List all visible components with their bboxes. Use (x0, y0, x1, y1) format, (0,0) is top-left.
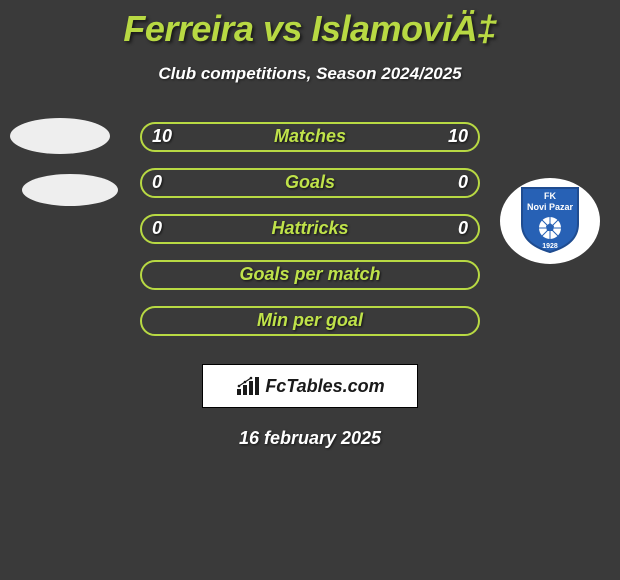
stat-rows: 10 Matches 10 0 Goals 0 0 Hattricks 0 Go… (0, 122, 620, 352)
stat-label: Hattricks (140, 218, 480, 239)
page-subtitle: Club competitions, Season 2024/2025 (0, 64, 620, 84)
stat-label: Min per goal (140, 310, 480, 331)
stat-row-goals-per-match: Goals per match (0, 260, 620, 306)
stat-row-min-per-goal: Min per goal (0, 306, 620, 352)
stat-label: Goals per match (140, 264, 480, 285)
stat-row-hattricks: 0 Hattricks 0 (0, 214, 620, 260)
attribution-text: FcTables.com (265, 376, 384, 397)
attribution-inner: FcTables.com (235, 375, 384, 397)
stat-right-value: 0 (458, 218, 468, 239)
footer-date: 16 february 2025 (0, 428, 620, 449)
stat-right-value: 0 (458, 172, 468, 193)
page-title: Ferreira vs IslamoviÄ‡ (0, 0, 620, 50)
stat-label: Matches (140, 126, 480, 147)
comparison-infographic: Ferreira vs IslamoviÄ‡ Club competitions… (0, 0, 620, 449)
attribution-box: FcTables.com (202, 364, 418, 408)
stat-row-goals: 0 Goals 0 (0, 168, 620, 214)
bar-chart-icon (235, 375, 261, 397)
stat-right-value: 10 (448, 126, 468, 147)
stat-label: Goals (140, 172, 480, 193)
stat-row-matches: 10 Matches 10 (0, 122, 620, 168)
